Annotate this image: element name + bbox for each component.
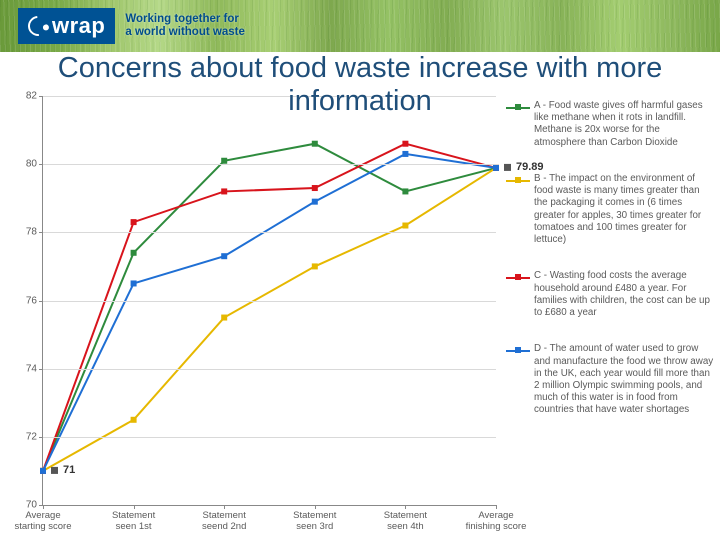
- series-marker-C: [312, 185, 318, 191]
- start-value-callout: 71: [63, 464, 75, 476]
- x-axis-label: Statement seen 1st: [102, 511, 166, 533]
- series-marker-A: [221, 158, 227, 164]
- legend-label: D - The amount of water used to grow and…: [534, 343, 714, 416]
- series-marker-B: [221, 315, 227, 321]
- series-marker-A: [402, 188, 408, 194]
- series-marker-C: [221, 188, 227, 194]
- tagline: Working together for a world without was…: [125, 13, 244, 39]
- legend-swatch-icon: [506, 175, 530, 185]
- y-axis-label: 70: [26, 500, 37, 511]
- series-marker-D: [402, 151, 408, 157]
- x-axis-label: Average starting score: [11, 511, 75, 533]
- series-marker-B: [402, 223, 408, 229]
- y-axis-label: 74: [26, 363, 37, 374]
- wrap-swirl-icon: [24, 12, 52, 40]
- y-axis-label: 80: [26, 159, 37, 170]
- series-marker-D: [493, 165, 499, 171]
- series-marker-D: [40, 468, 46, 474]
- series-marker-C: [131, 219, 137, 225]
- series-marker-B: [312, 263, 318, 269]
- legend: A - Food waste gives off harmful gases l…: [506, 100, 714, 441]
- series-marker-B: [131, 417, 137, 423]
- series-marker-D: [312, 199, 318, 205]
- legend-item-B: B - The impact on the environment of foo…: [506, 173, 714, 246]
- series-marker-C: [402, 141, 408, 147]
- series-line-D: [43, 154, 496, 471]
- slide-title: Concerns about food waste increase with …: [0, 52, 720, 119]
- y-axis-label: 72: [26, 431, 37, 442]
- y-axis-label: 76: [26, 295, 37, 306]
- legend-label: C - Wasting food costs the average house…: [534, 270, 714, 319]
- series-line-A: [43, 144, 496, 471]
- series-marker-A: [131, 250, 137, 256]
- wrap-logo: wrap: [18, 8, 115, 44]
- series-line-B: [43, 168, 496, 471]
- x-axis-label: Average finishing score: [464, 511, 528, 533]
- legend-item-C: C - Wasting food costs the average house…: [506, 270, 714, 319]
- legend-swatch-icon: [506, 272, 530, 282]
- series-marker-D: [221, 253, 227, 259]
- chart: 70727476788082Average starting scoreStat…: [0, 78, 720, 538]
- legend-label: B - The impact on the environment of foo…: [534, 173, 714, 246]
- plot-area: 70727476788082Average starting scoreStat…: [42, 96, 496, 506]
- x-axis-label: Statement seen 4th: [373, 511, 437, 533]
- tagline-line1: Working together for: [125, 13, 244, 26]
- y-axis-label: 78: [26, 227, 37, 238]
- legend-item-D: D - The amount of water used to grow and…: [506, 343, 714, 416]
- header-banner: wrap Working together for a world withou…: [0, 0, 720, 52]
- logo-text: wrap: [52, 13, 105, 39]
- series-marker-A: [312, 141, 318, 147]
- series-marker-D: [131, 280, 137, 286]
- tagline-line2: a world without waste: [125, 26, 244, 39]
- x-axis-label: Statement seen 3rd: [283, 511, 347, 533]
- x-axis-label: Statement seend 2nd: [192, 511, 256, 533]
- legend-swatch-icon: [506, 345, 530, 355]
